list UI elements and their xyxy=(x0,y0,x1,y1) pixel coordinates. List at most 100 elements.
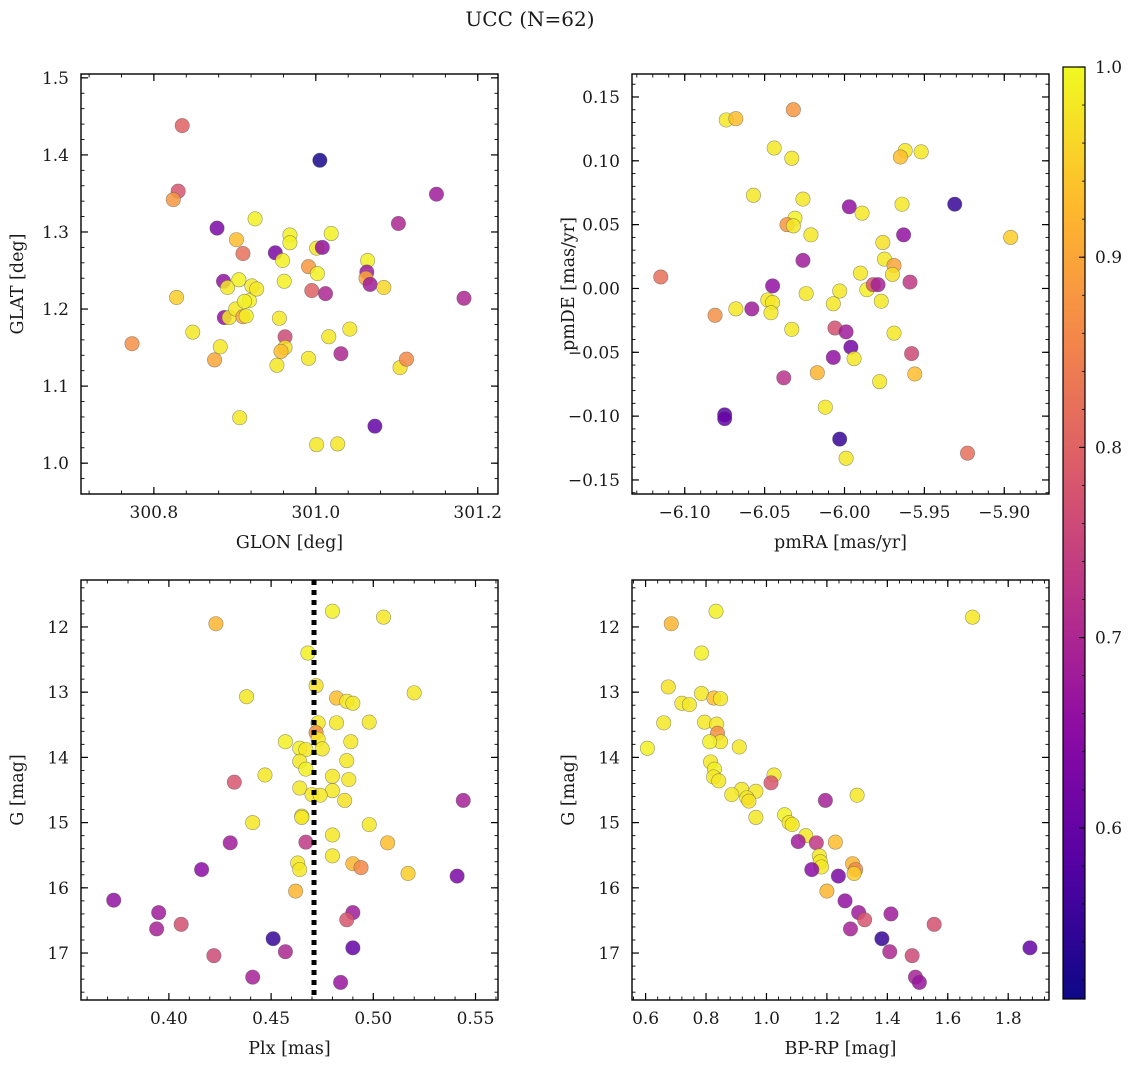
scatter-point xyxy=(656,715,672,731)
scatter-point xyxy=(1022,940,1038,956)
scatter-point xyxy=(817,399,833,415)
scatter-point xyxy=(795,252,811,268)
scatter-point xyxy=(819,883,835,899)
scatter-point xyxy=(314,239,330,255)
scatter-point xyxy=(717,411,733,427)
colorbar-tick-label: 0.7 xyxy=(1095,629,1122,649)
scatter-point xyxy=(854,205,870,221)
scatter-point xyxy=(852,265,868,281)
scatter-point xyxy=(194,862,210,878)
panel-panel-plx-g: 0.40 0.45 0.50 0.55 12 13 14 15 16 17 Plx [mas] G [… xyxy=(8,579,499,1059)
scatter-point xyxy=(265,931,281,947)
scatter-point xyxy=(837,893,853,909)
scatter-point xyxy=(212,339,228,355)
y-tick-label: 13 xyxy=(47,683,69,703)
x-axis-label: GLON [deg] xyxy=(236,533,343,553)
scatter-point xyxy=(1003,229,1019,245)
scatter-points xyxy=(653,102,1019,466)
y-tick-label: 15 xyxy=(598,814,620,834)
scatter-point xyxy=(748,809,764,825)
scatter-point xyxy=(323,226,339,242)
scatter-point xyxy=(728,301,744,317)
scatter-point xyxy=(913,144,929,160)
axes-frame xyxy=(631,73,1050,495)
x-tick-label: −6.10 xyxy=(659,503,711,523)
x-tick-label: 0.40 xyxy=(150,1009,188,1029)
scatter-point xyxy=(282,235,298,251)
scatter-point xyxy=(965,609,981,625)
colorbar-tick-label: 1.0 xyxy=(1095,58,1122,78)
scatter-point xyxy=(660,679,676,695)
scatter-point xyxy=(400,865,416,881)
scatter-point xyxy=(765,278,781,294)
scatter-point xyxy=(795,191,811,207)
scatter-point xyxy=(838,324,854,340)
scatter-point xyxy=(339,912,355,928)
colorbar-tick-label: 0.6 xyxy=(1095,819,1122,839)
scatter-point xyxy=(809,365,825,381)
scatter-point xyxy=(294,809,310,825)
scatter-point xyxy=(896,227,912,243)
scatter-point xyxy=(902,274,918,290)
x-tick-label: 1.4 xyxy=(874,1009,901,1029)
scatter-point xyxy=(271,310,287,326)
y-tick-label: 14 xyxy=(47,748,69,768)
y-tick-label: 17 xyxy=(47,944,69,964)
scatter-point xyxy=(220,279,236,295)
scatter-point xyxy=(784,321,800,337)
scatter-point xyxy=(784,817,800,833)
scatter-point xyxy=(362,276,378,292)
y-tick-label: 0.10 xyxy=(582,152,620,172)
scatter-point xyxy=(124,336,140,352)
x-tick-label: 301.2 xyxy=(453,503,502,523)
scatter-point xyxy=(298,742,314,758)
scatter-points xyxy=(124,118,472,453)
scatter-point xyxy=(330,436,346,452)
y-tick-label: 1.4 xyxy=(42,146,69,166)
x-tick-label: −5.95 xyxy=(898,503,950,523)
scatter-point xyxy=(337,792,353,808)
scatter-point xyxy=(151,905,167,921)
scatter-point xyxy=(298,761,314,777)
scatter-point xyxy=(849,787,865,803)
scatter-point xyxy=(875,235,891,251)
scatter-point xyxy=(926,916,942,932)
scatter-point xyxy=(832,431,848,447)
scatter-point xyxy=(681,697,697,713)
scatter-point xyxy=(846,351,862,367)
scatter-point xyxy=(838,450,854,466)
scatter-point xyxy=(238,308,254,324)
scatter-point xyxy=(329,715,345,731)
axes-frame xyxy=(631,579,1050,1001)
y-tick-label: 1.2 xyxy=(42,300,69,320)
scatter-point xyxy=(398,351,414,367)
scatter-point xyxy=(239,689,255,705)
scatter-points xyxy=(639,603,1038,990)
scatter-point xyxy=(206,948,222,964)
scatter-point xyxy=(207,352,223,368)
scatter-point xyxy=(745,187,761,203)
y-axis-label: GLAT [deg] xyxy=(8,234,28,335)
x-tick-label: 301.0 xyxy=(291,503,340,523)
axes-frame xyxy=(80,579,499,1001)
scatter-point xyxy=(314,741,330,757)
scatter-point xyxy=(269,357,285,373)
scatter-point xyxy=(808,835,824,851)
scatter-point xyxy=(803,227,819,243)
y-tick-label: 12 xyxy=(598,618,620,638)
scatter-point xyxy=(235,246,251,262)
scatter-point xyxy=(222,835,238,851)
scatter-point xyxy=(886,325,902,341)
scatter-point xyxy=(345,695,361,711)
scatter-points xyxy=(106,603,471,990)
scatter-point xyxy=(257,767,273,783)
scatter-point xyxy=(724,787,740,803)
scatter-point xyxy=(237,293,253,309)
x-tick-label: −5.90 xyxy=(978,503,1030,523)
scatter-point xyxy=(707,307,723,323)
scatter-point xyxy=(321,329,337,345)
y-tick-label: −0.10 xyxy=(568,407,620,427)
scatter-point xyxy=(911,974,927,990)
y-tick-label: 1.0 xyxy=(42,454,69,474)
scatter-point xyxy=(345,940,361,956)
